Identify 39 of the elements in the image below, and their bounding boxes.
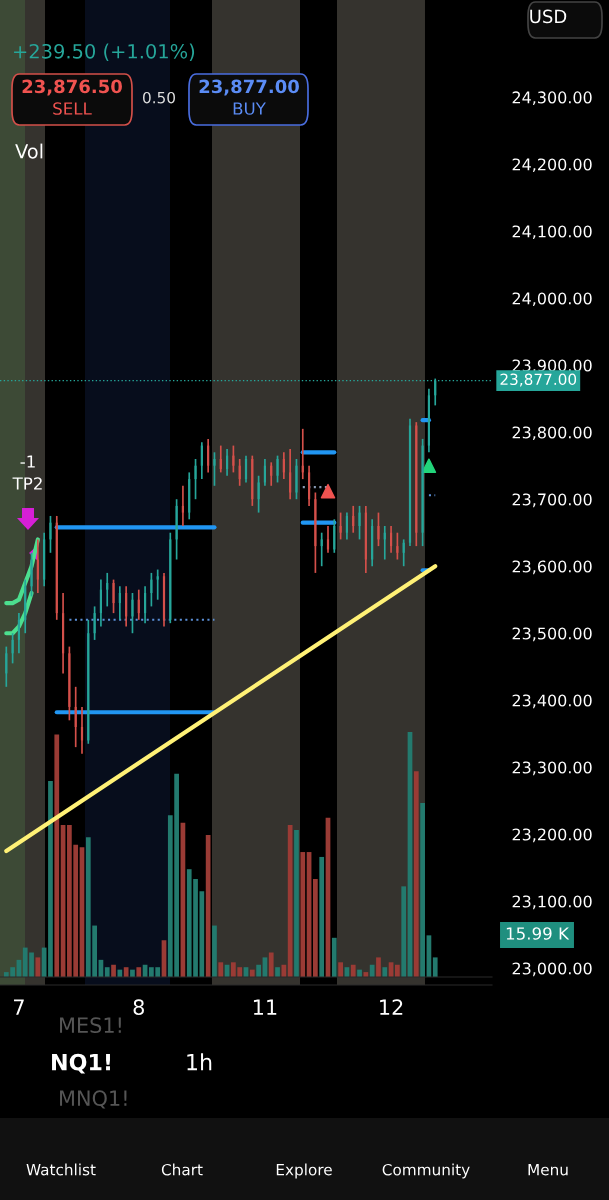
text: NQ1!: [52, 1053, 110, 1074]
text: 1h: [187, 1053, 212, 1071]
text: Explore: [276, 1163, 332, 1179]
text: Chart: [161, 1163, 203, 1176]
x-tick-label: 8: [133, 999, 144, 1016]
y-tick-label: 23,100.00: [512, 895, 592, 910]
y-tick-label: 23,900.00: [512, 359, 592, 374]
annotation: 0.50: [143, 91, 175, 104]
y-tick-label: 24,300.00: [512, 91, 592, 106]
text: MES1!: [60, 1017, 121, 1034]
annotation: 23,877.00: [199, 79, 299, 96]
y-tick-label: 23,700.00: [512, 493, 592, 508]
y-tick-label: 24,200.00: [512, 158, 592, 173]
annotation: -1: [20, 455, 35, 468]
text: +239.50 (+1.01%): [14, 43, 195, 61]
annotation: 23,876.50: [22, 79, 122, 96]
text: Menu: [528, 1164, 568, 1176]
ref-line-label: 23,877.00: [500, 373, 577, 387]
annotation: SELL: [53, 102, 92, 115]
x-tick-label: 11: [253, 999, 277, 1015]
y-tick-label: 24,100.00: [512, 225, 592, 240]
y-tick-label: 23,000.00: [512, 962, 592, 977]
y-tick-label: 23,400.00: [512, 694, 592, 709]
x-tick-label: 12: [380, 999, 403, 1015]
text: MNQ1!: [60, 1090, 127, 1109]
y-tick-label: 23,800.00: [512, 426, 592, 441]
y-tick-label: 23,600.00: [512, 560, 592, 575]
y-tick-label: 24,000.00: [512, 292, 592, 307]
y-tick-label: 23,500.00: [512, 627, 592, 642]
text: Watchlist: [26, 1163, 96, 1176]
y-tick-label: 23,300.00: [512, 761, 592, 776]
annotation: BUY: [233, 102, 266, 115]
annotation: TP2: [12, 477, 42, 490]
annotation: Vol: [15, 143, 43, 159]
text: 15.99 K: [506, 927, 570, 940]
text: Community: [382, 1163, 470, 1179]
text: USD: [530, 9, 567, 24]
x-tick-label: 7: [14, 999, 24, 1015]
y-tick-label: 23,200.00: [512, 828, 592, 843]
